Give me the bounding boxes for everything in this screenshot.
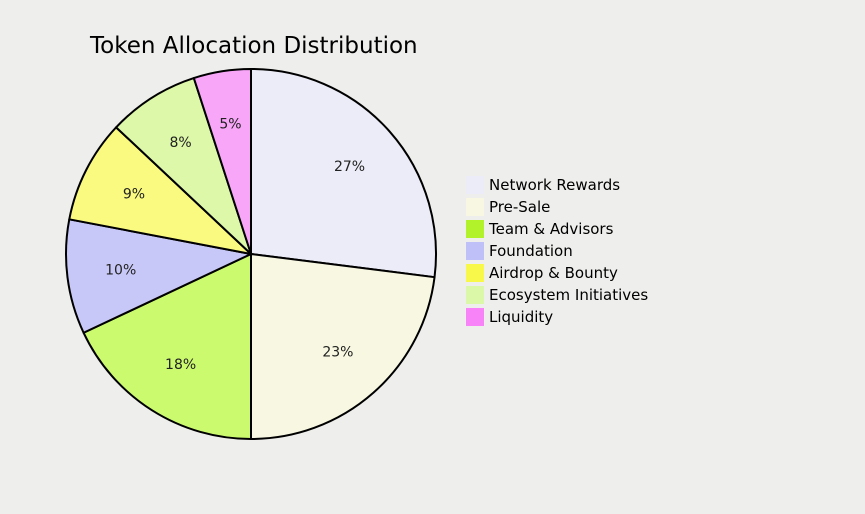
pie-slice <box>65 218 252 334</box>
slice-value-label: 18% <box>165 357 196 373</box>
slice-value-label: 10% <box>105 263 136 279</box>
legend-label: Ecosystem Initiatives <box>489 286 648 304</box>
legend-swatch <box>466 176 484 194</box>
slice-value-label: 5% <box>219 116 241 132</box>
pie-slice <box>115 77 252 255</box>
legend-label: Liquidity <box>489 308 553 326</box>
slice-value-labels: 27% 23% 18% 10% 9% 8% 5% <box>105 116 365 373</box>
pie-slice <box>68 126 252 255</box>
legend-swatch <box>466 308 484 326</box>
legend-swatch <box>466 242 484 260</box>
legend-label: Team & Advisors <box>488 220 614 238</box>
pie-slice <box>192 68 252 255</box>
legend-label: Airdrop & Bounty <box>489 264 618 282</box>
legend-label: Network Rewards <box>489 176 620 194</box>
pie-slice <box>250 68 437 279</box>
legend-swatch <box>466 264 484 282</box>
legend: Network Rewards Pre-Sale Team & Advisors Fo… <box>466 176 648 326</box>
slice-value-label: 8% <box>169 135 191 151</box>
legend-swatch <box>466 198 484 216</box>
legend-label: Foundation <box>489 242 573 260</box>
legend-label: Pre-Sale <box>489 198 550 216</box>
legend-swatch <box>466 286 484 304</box>
pie-slice <box>250 253 436 440</box>
pie-slice <box>82 253 252 440</box>
slice-value-label: 9% <box>123 186 145 202</box>
slice-value-label: 27% <box>334 159 365 175</box>
legend-swatch <box>466 220 484 238</box>
chart-title: Token Allocation Distribution <box>89 33 418 59</box>
pie-slices <box>65 68 437 440</box>
slice-value-label: 23% <box>322 345 353 361</box>
